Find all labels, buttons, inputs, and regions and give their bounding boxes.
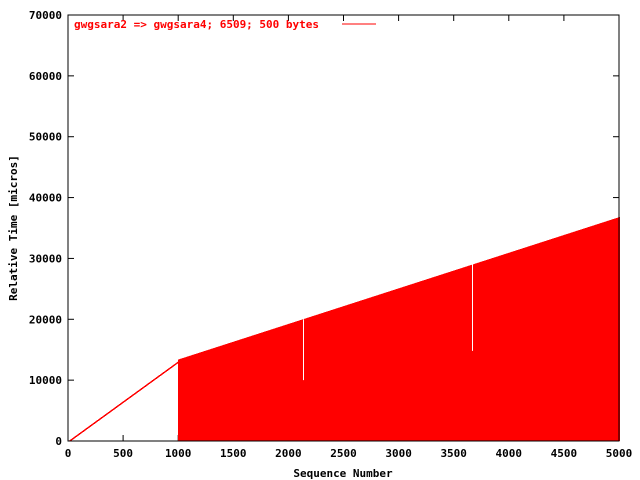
y-tick-label: 40000 bbox=[29, 192, 62, 205]
y-tick-label: 20000 bbox=[29, 313, 62, 326]
y-tick-label: 70000 bbox=[29, 9, 62, 22]
y-axis-label: Relative Time [micros] bbox=[7, 155, 20, 301]
x-axis-label: Sequence Number bbox=[293, 467, 393, 480]
x-tick-label: 4500 bbox=[551, 447, 578, 460]
x-tick-label: 4000 bbox=[496, 447, 523, 460]
x-tick-label: 0 bbox=[65, 447, 72, 460]
x-tick-label: 5000 bbox=[606, 447, 633, 460]
y-tick-label: 0 bbox=[55, 435, 62, 448]
x-tick-label: 2500 bbox=[330, 447, 357, 460]
y-ticks: 0 10000 20000 30000 40000 50000 60000 70000 bbox=[29, 9, 619, 448]
x-tick-label: 1000 bbox=[165, 447, 192, 460]
y-tick-label: 10000 bbox=[29, 374, 62, 387]
x-ticks: 0 500 1000 1500 2000 2500 3000 3500 4000 4500 5000 bbox=[65, 15, 633, 460]
x-tick-label: 2000 bbox=[275, 447, 302, 460]
x-tick-label: 3500 bbox=[440, 447, 467, 460]
x-tick-label: 500 bbox=[113, 447, 133, 460]
legend: gwgsara2 => gwgsara4; 6509; 500 bytes bbox=[74, 18, 376, 31]
plot-frame bbox=[67, 14, 620, 442]
data-impulses bbox=[69, 217, 620, 441]
y-tick-label: 60000 bbox=[29, 70, 62, 83]
y-tick-label: 50000 bbox=[29, 131, 62, 144]
x-tick-label: 3000 bbox=[385, 447, 412, 460]
x-tick-label: 1500 bbox=[220, 447, 247, 460]
legend-label: gwgsara2 => gwgsara4; 6509; 500 bytes bbox=[74, 18, 319, 31]
y-tick-label: 30000 bbox=[29, 252, 62, 265]
